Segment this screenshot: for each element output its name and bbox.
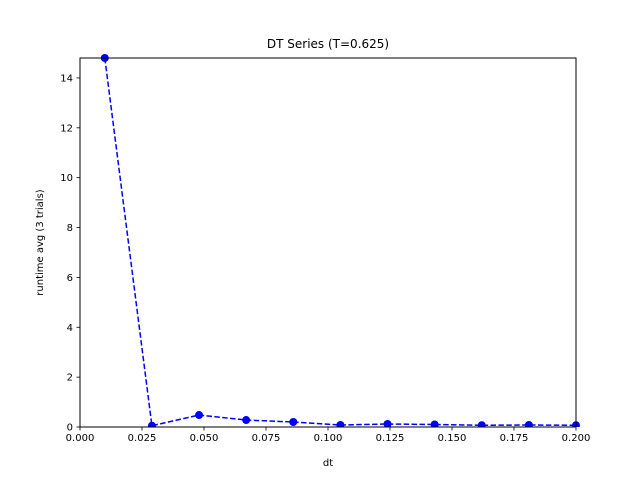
x-axis-label: dt xyxy=(323,458,333,469)
y-axis-ticks: 0 2 4 6 8 10 12 14 xyxy=(60,73,80,434)
y-tick-label: 8 xyxy=(67,223,73,234)
y-tick-label: 14 xyxy=(60,73,73,84)
plot-background xyxy=(80,58,576,427)
data-point xyxy=(289,418,298,427)
x-tick-label: 0.125 xyxy=(376,433,405,444)
data-point xyxy=(147,421,156,427)
x-tick-label: 0.150 xyxy=(438,433,467,444)
y-tick-label: 2 xyxy=(67,373,73,384)
y-tick-label: 6 xyxy=(67,273,73,284)
data-point xyxy=(336,421,345,427)
x-tick-label: 0.175 xyxy=(500,433,529,444)
y-axis-label: runtime avg (3 trials) xyxy=(35,189,46,296)
series-layer xyxy=(100,54,580,427)
x-tick-label: 0.200 xyxy=(562,433,591,444)
data-point xyxy=(195,411,204,420)
y-tick-label: 10 xyxy=(60,173,73,184)
data-point xyxy=(383,420,392,427)
y-tick-label: 4 xyxy=(67,323,73,334)
x-tick-label: 0.075 xyxy=(252,433,281,444)
x-tick-label: 0.050 xyxy=(190,433,219,444)
y-tick-label: 12 xyxy=(60,123,73,134)
x-tick-label: 0.000 xyxy=(66,433,95,444)
data-point xyxy=(242,416,251,425)
x-tick-label: 0.100 xyxy=(314,433,343,444)
y-tick-label: 0 xyxy=(67,423,73,434)
series-line xyxy=(104,57,577,427)
x-axis-ticks: 0.000 0.025 0.050 0.075 0.100 0.125 0.150 0.175… xyxy=(66,427,591,444)
data-point xyxy=(477,421,486,427)
x-tick-label: 0.025 xyxy=(128,433,157,444)
data-point xyxy=(430,420,439,427)
chart-title: DT Series (T=0.625) xyxy=(267,37,389,51)
data-point xyxy=(524,421,533,427)
